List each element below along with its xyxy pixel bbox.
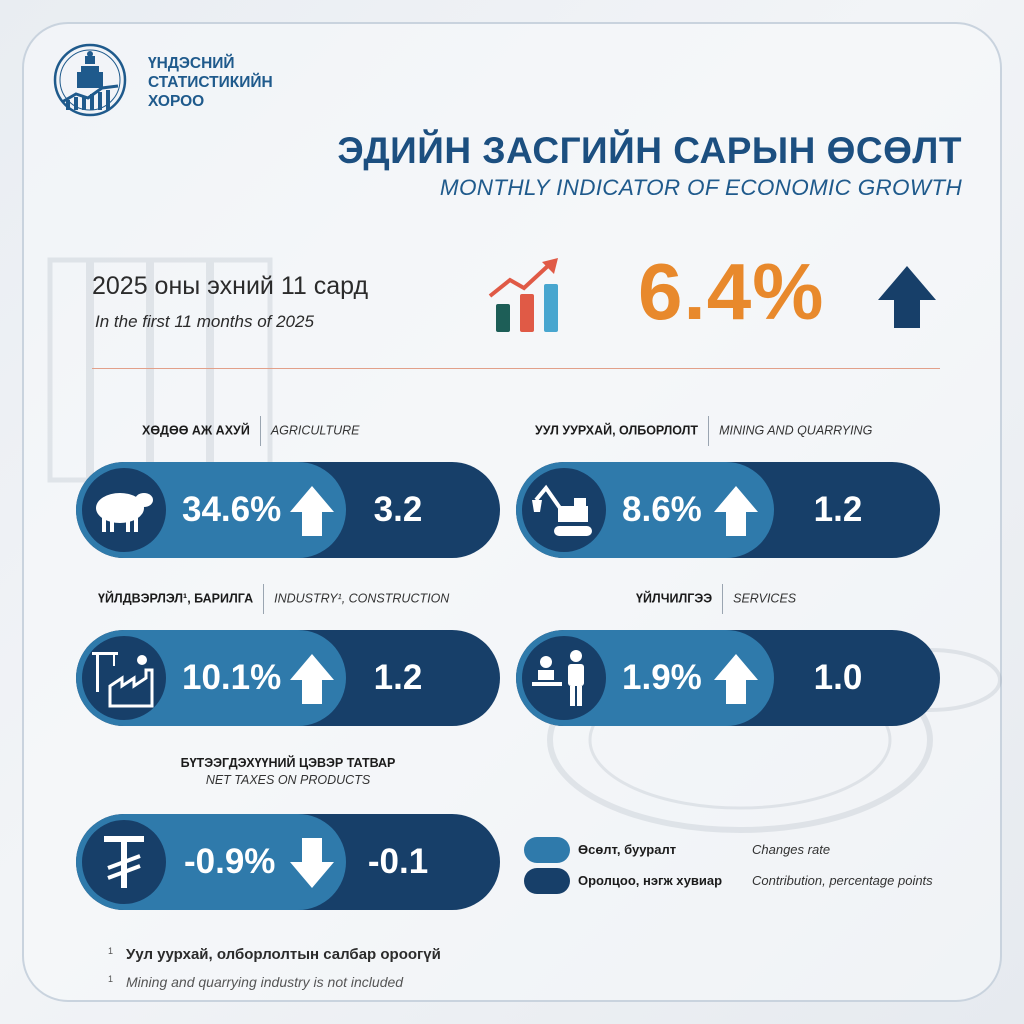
change-rate-value: 10.1% xyxy=(182,658,282,697)
sector-icon-circle xyxy=(82,636,166,720)
contribution-value: 3.2 xyxy=(373,490,423,529)
excavator-icon xyxy=(532,484,592,536)
footnote-english: Mining and quarrying industry is not inc… xyxy=(126,974,404,990)
change-rate-value: 8.6% xyxy=(622,490,702,529)
title-english: MONTHLY INDICATOR OF ECONOMIC GROWTH xyxy=(439,175,962,200)
sector-label-mn: ҮЙЛДВЭРЛЭЛ¹, БАРИЛГА xyxy=(98,591,254,606)
legend-contrib-mn: Оролцоо, нэгж хувиар xyxy=(578,873,723,888)
legend-rate-mn: Өсөлт, бууралт xyxy=(578,842,677,857)
tugrik-icon xyxy=(104,836,144,888)
sector-label-en: SERVICES xyxy=(733,591,797,606)
up-arrow-icon xyxy=(290,486,334,536)
sector-pill-agriculture: 34.6% 3.2 xyxy=(76,462,500,558)
sector-label-mining: УУЛ УУРХАЙ, ОЛБОРЛОЛТ MINING AND QUARRYIN… xyxy=(535,416,872,446)
footnote-marker: 1 xyxy=(108,974,114,984)
contribution-value: 1.2 xyxy=(813,490,863,529)
sector-label-en: NET TAXES ON PRODUCTS xyxy=(205,773,371,787)
org-name-line-3: ХОРОО xyxy=(148,93,205,110)
footnote-mongolian: Уул уурхай, олборлолтын салбар ороогүй xyxy=(126,946,441,963)
legend-contrib-en: Contribution, percentage points xyxy=(752,873,933,888)
sector-label-services: ҮЙЛЧИЛГЭЭ SERVICES xyxy=(636,584,796,614)
up-arrow-icon xyxy=(714,654,758,704)
factory-crane-icon xyxy=(92,652,154,708)
sector-pill-industry: 10.1% 1.2 xyxy=(76,630,500,726)
sector-label-mn: УУЛ УУРХАЙ, ОЛБОРЛОЛТ xyxy=(535,423,699,438)
org-name-line-2: СТАТИСТИКИЙН xyxy=(148,74,273,91)
sector-icon-circle xyxy=(522,468,606,552)
change-rate-value: 1.9% xyxy=(622,658,702,697)
section-divider xyxy=(92,368,940,369)
sector-label-mn: БҮТЭЭГДЭХҮҮНИЙ ЦЭВЭР ТАТВАР xyxy=(180,756,396,770)
service-people-icon xyxy=(532,650,584,706)
total-up-arrow-icon xyxy=(878,266,936,328)
down-arrow-icon xyxy=(290,838,334,888)
label-separator xyxy=(259,416,261,446)
sector-label-mn: ҮЙЛЧИЛГЭЭ xyxy=(636,591,713,606)
label-separator xyxy=(722,584,724,614)
title-mongolian: ЭДИЙН ЗАСГИЙН САРЫН ӨСӨЛТ xyxy=(337,130,962,171)
period-english: In the first 11 months of 2025 xyxy=(95,312,314,331)
period-mongolian: 2025 оны эхний 11 сард xyxy=(92,272,369,300)
sector-label-agriculture: ХӨДӨӨ АЖ АХУЙ AGRICULTURE xyxy=(142,416,359,446)
change-rate-value: -0.9% xyxy=(184,842,276,881)
org-name-line-1: ҮНДЭСНИЙ xyxy=(148,55,235,72)
sector-pill-mining: 8.6% 1.2 xyxy=(516,462,940,558)
label-separator xyxy=(708,416,710,446)
contribution-value: 1.0 xyxy=(813,658,863,697)
sector-icon-circle xyxy=(82,468,166,552)
contribution-value: -0.1 xyxy=(367,842,429,881)
change-rate-value: 34.6% xyxy=(182,490,282,529)
sector-label-mn: ХӨДӨӨ АЖ АХУЙ xyxy=(142,423,250,438)
sheep-icon xyxy=(96,493,153,532)
organization-name: ҮНДЭСНИЙ СТАТИСТИКИЙН ХОРОО xyxy=(148,54,273,111)
legend-swatch-contribution xyxy=(524,868,570,894)
sector-label-net-taxes: БҮТЭЭГДЭХҮҮНИЙ ЦЭВЭР ТАТВАР NET TAXES ON… xyxy=(76,756,500,787)
sector-pill-net-taxes: -0.9% -0.1 xyxy=(76,814,500,910)
up-arrow-icon xyxy=(714,486,758,536)
sector-label-en: MINING AND QUARRYING xyxy=(719,423,873,438)
total-growth-value: 6.4% xyxy=(638,247,825,336)
sector-pill-services: 1.9% 1.0 xyxy=(516,630,940,726)
sector-icon-circle xyxy=(522,636,606,720)
nso-logo-icon xyxy=(53,43,127,117)
sector-label-en: AGRICULTURE xyxy=(270,423,360,438)
sector-label-en: INDUSTRY¹, CONSTRUCTION xyxy=(274,591,450,606)
contribution-value: 1.2 xyxy=(373,658,423,697)
label-separator xyxy=(263,584,265,614)
footnote-marker: 1 xyxy=(108,946,114,956)
background-building-illustration xyxy=(47,257,273,483)
sector-icon-circle xyxy=(82,820,166,904)
legend-rate-en: Changes rate xyxy=(752,842,831,857)
legend-swatch-rate xyxy=(524,837,570,863)
up-arrow-icon xyxy=(290,654,334,704)
growth-chart-icon xyxy=(488,258,558,332)
sector-label-industry: ҮЙЛДВЭРЛЭЛ¹, БАРИЛГА INDUSTRY¹, CONSTRUCT… xyxy=(98,584,449,614)
